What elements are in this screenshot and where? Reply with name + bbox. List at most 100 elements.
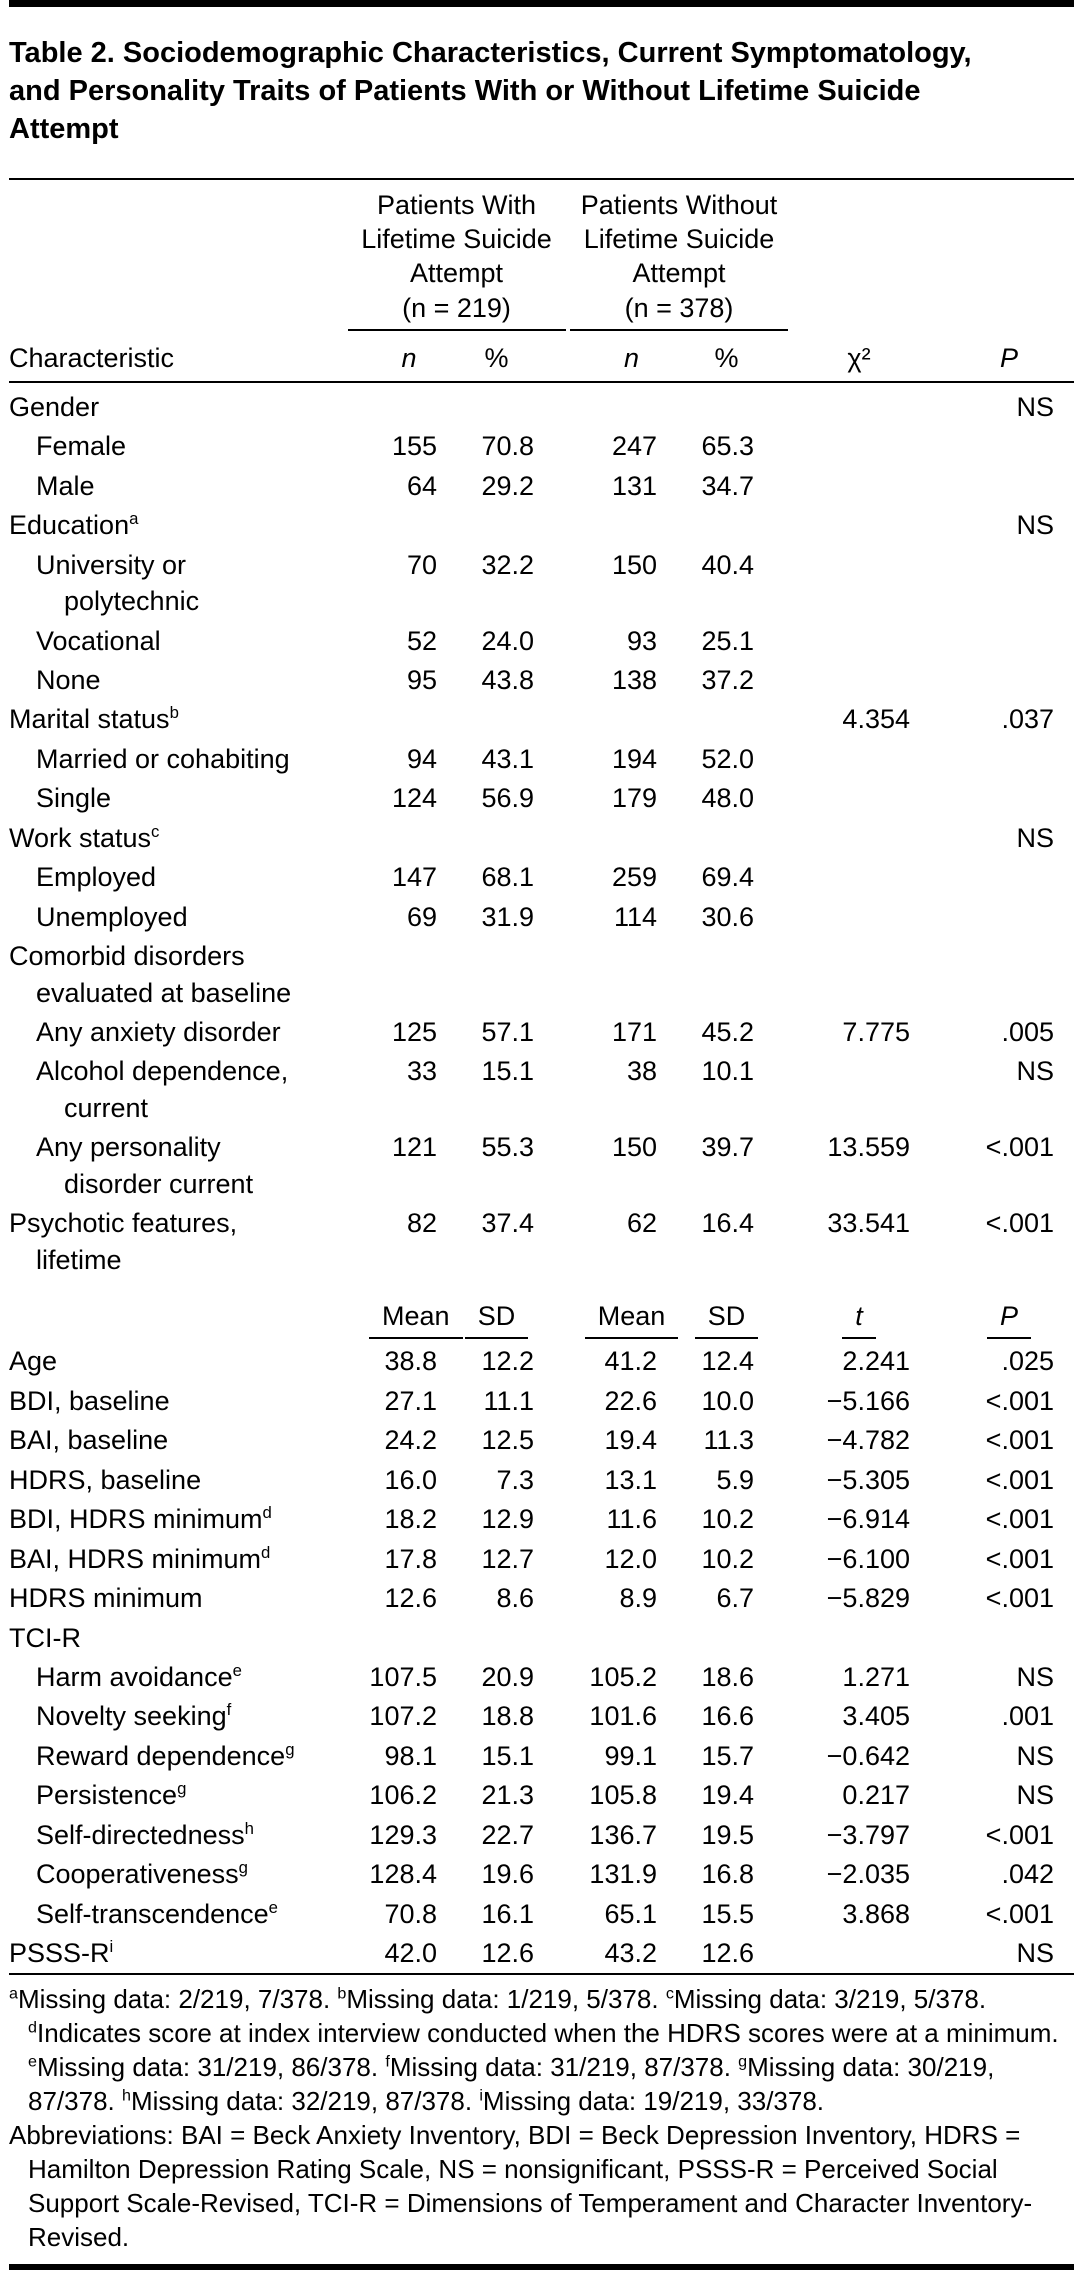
row-label: Employed [36,862,157,893]
table-row: Harm avoidancee 107.5 20.9 105.2 18.6 1.271 NS [9,1657,1074,1696]
cell-value: 128.4 [369,1859,437,1890]
table-row: HDRS, baseline 16.0 7.3 13.1 5.9 −5.305 <.001 [9,1460,1074,1499]
table-row: Work statusc NS [9,818,1074,857]
footnote-marker: g [177,1779,187,1799]
cell-value [944,427,1074,466]
table-row: Novelty seekingf 107.2 18.8 101.6 16.6 3.405.… [9,1697,1074,1736]
cell-value [774,506,944,545]
cell-value: 65.3 [701,431,754,462]
table-row: BAI, baseline 24.2 12.5 19.4 11.3 −4.782 <.001 [9,1421,1074,1460]
row-label: Marital statusb [9,703,179,735]
footnote-missing-data: aMissing data: 2/219, 7/378. bMissing da… [9,1983,1059,2117]
row-label: HDRS, baseline [9,1464,202,1495]
cell-value: 131 [611,470,657,501]
table-row: Gender NS [9,382,1074,427]
cell-value: 56.9 [481,783,534,814]
cell-value: 259 [611,862,657,893]
cell-value: 131.9 [589,1859,657,1890]
cell-value: .037 [1001,704,1054,735]
cell-value: 21.3 [481,1780,534,1811]
cell-value: 37.2 [701,665,754,696]
cell-value: 62 [626,1208,657,1239]
col-header-p: P [944,332,1074,383]
spacer-cell [544,1500,584,1539]
cell-value: 114 [613,901,657,932]
cell-value [369,818,449,857]
footnote-marker: b [169,703,179,723]
row-label: Age [9,1346,58,1377]
cell-value: 70 [406,549,437,580]
cell-value: 52.0 [701,743,754,774]
sd2-label: SD [694,1298,759,1339]
spacer-cell [544,506,584,545]
cell-value: NS [1016,1740,1054,1771]
group2-header: Patients Without Lifetime Suicide Attemp… [570,180,788,333]
row-label: Work statusc [9,821,160,853]
empty-cell [944,180,1074,333]
cell-value: 150 [611,549,657,580]
cell-value: 19.5 [701,1819,754,1850]
cell-value [449,818,544,857]
cell-value [774,897,944,936]
cell-value [944,739,1074,778]
spacer-cell [544,1460,584,1499]
table-row: BDI, HDRS minimumd 18.2 12.9 11.6 10.2 −6.914… [9,1500,1074,1539]
row-label: Novelty seekingf [36,1700,232,1732]
cell-value: −5.829 [826,1583,910,1614]
cell-value: 38 [626,1056,657,1087]
footnote-marker: d [261,1542,271,1562]
spacer-cell [544,1342,584,1381]
spacer-cell [544,621,584,660]
spacer-cell [544,466,584,505]
cell-value: 24.2 [384,1425,437,1456]
t-label: t [842,1298,876,1339]
cell-value: NS [1016,1938,1054,1969]
cell-value: 138 [611,665,657,696]
footnote-marker: d [28,2018,37,2037]
cell-value: 42.0 [384,1938,437,1969]
cell-value [774,545,944,621]
row-label: Female [36,431,127,462]
table-row: University or polytechnic 70 32.2 150 40.4 [9,545,1074,621]
cell-value: 43.1 [481,743,534,774]
cell-value: 39.7 [701,1132,754,1163]
table-row: Cooperativenessg 128.4 19.6 131.9 16.8 −2.035… [9,1855,1074,1894]
cell-value: 247 [611,431,657,462]
cell-value: 52 [406,625,437,656]
col-header-mean2: Mean [584,1280,679,1342]
data-table: Patients With Lifetime Suicide Attempt (… [9,180,1074,1973]
empty-cell [9,180,369,333]
cell-value: 20.9 [481,1661,534,1692]
cell-value [449,937,544,1013]
cell-value [679,382,774,427]
cell-value [369,506,449,545]
cell-value [369,700,449,739]
cell-value: <.001 [985,1425,1054,1456]
cell-value [774,818,944,857]
cell-value: 105.8 [589,1780,657,1811]
cell-value: −5.166 [826,1385,910,1416]
p2-label: P [986,1298,1031,1339]
spacer-cell [544,382,584,427]
spacer-cell [544,1855,584,1894]
table-row: PSSS-Ri 42.0 12.6 43.2 12.6 NS [9,1934,1074,1973]
cell-value: 11.3 [703,1425,754,1456]
cell-value: 33.541 [827,1208,910,1239]
cell-value: 27.1 [384,1385,437,1416]
table-row: TCI-R [9,1618,1074,1657]
cell-value: 30.6 [701,901,754,932]
table-row: Marital statusb 4.354 .037 [9,700,1074,739]
footnote-abbreviations: Abbreviations: BAI = Beck Anxiety Invent… [9,2120,1033,2253]
spacer-cell [544,1657,584,1696]
cell-value [584,818,679,857]
cell-value: −4.782 [826,1425,910,1456]
row-label: Comorbid disorders evaluated at baseline [9,941,292,1008]
cell-value [944,897,1074,936]
cell-value [774,382,944,427]
categorical-rows: Gender NS Female 155 70.8 247 65.3 Male 64 29.2 13… [9,382,1074,1280]
cell-value: <.001 [985,1583,1054,1614]
cell-value: 12.6 [481,1938,534,1969]
spacer-cell [544,1012,584,1051]
spacer-cell [544,332,584,383]
row-label: University or polytechnic [36,549,200,617]
